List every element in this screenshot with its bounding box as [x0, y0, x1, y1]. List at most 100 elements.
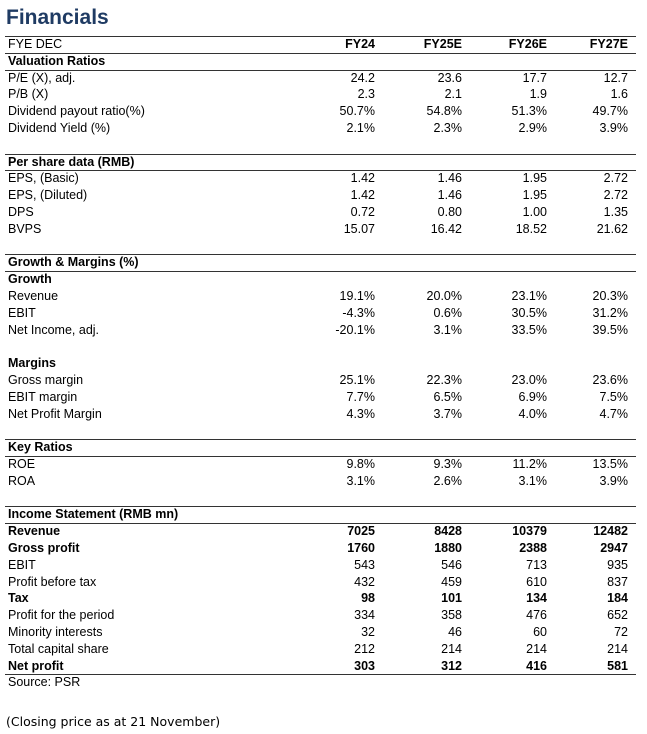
row-label: ROE: [8, 457, 36, 471]
row-label: EBIT: [8, 557, 36, 572]
cell-value: 2.3: [357, 87, 375, 102]
cell-value: 101: [441, 591, 462, 606]
cell-value: 25.1%: [339, 373, 375, 387]
cell-value: 1.6: [610, 87, 628, 102]
cell-value: 334: [354, 608, 375, 623]
cell-value: 39.5%: [592, 322, 628, 337]
header-label: FYE DEC: [8, 37, 63, 51]
row-label: Revenue: [8, 289, 59, 303]
row-label: Dividend payout ratio(%): [8, 104, 145, 119]
column-header: FY26E: [508, 37, 547, 51]
cell-value: 21.62: [596, 221, 628, 236]
cell-value: 7.5%: [599, 389, 629, 404]
row-label: BVPS: [8, 221, 42, 236]
cell-value: 1.00: [522, 205, 547, 219]
group-title: Growth: [8, 272, 52, 287]
cell-value: 20.0%: [426, 289, 462, 303]
row-label: Net Income, adj.: [8, 322, 100, 337]
row-label: Net Profit Margin: [8, 406, 102, 421]
cell-value: 546: [441, 557, 462, 572]
cell-value: 3.1%: [518, 473, 548, 488]
cell-value: 184: [607, 591, 628, 606]
cell-value: 15.07: [343, 221, 375, 236]
column-header: FY27E: [589, 37, 628, 51]
cell-value: 0.6%: [433, 305, 463, 320]
cell-value: 416: [526, 658, 547, 673]
cell-value: 72: [614, 625, 628, 639]
cell-value: 13.5%: [592, 457, 628, 471]
cell-value: 46: [448, 625, 462, 639]
cell-value: 652: [607, 608, 628, 623]
cell-value: 3.1%: [433, 322, 463, 337]
cell-value: 31.2%: [592, 305, 628, 320]
cell-value: 2.6%: [433, 473, 463, 488]
column-header: FY24: [345, 37, 375, 51]
cell-value: 303: [354, 658, 375, 673]
row-label: Profit before tax: [8, 574, 97, 589]
cell-value: 1760: [347, 541, 375, 555]
cell-value: 9.8%: [346, 457, 376, 471]
cell-value: 4.0%: [518, 406, 548, 421]
cell-value: 1880: [434, 541, 462, 555]
cell-value: 476: [526, 608, 547, 623]
row-label: EPS, (Diluted): [8, 188, 88, 203]
rule: [5, 36, 636, 37]
cell-value: 214: [441, 641, 462, 656]
cell-value: 1.95: [522, 171, 547, 186]
cell-value: 33.5%: [511, 322, 547, 337]
cell-value: 6.9%: [518, 389, 548, 404]
cell-value: 459: [441, 574, 462, 589]
row-label: Dividend Yield (%): [8, 121, 111, 135]
cell-value: 20.3%: [592, 289, 628, 303]
rule: [5, 456, 636, 457]
group-title: Margins: [8, 356, 56, 371]
cell-value: 9.3%: [433, 457, 463, 471]
cell-value: 4.3%: [346, 406, 376, 421]
row-label: P/E (X), adj.: [8, 70, 76, 85]
row-label: Minority interests: [8, 625, 103, 639]
cell-value: 10379: [512, 524, 547, 539]
section-title: Income Statement (RMB mn): [8, 507, 179, 522]
cell-value: 32: [361, 625, 375, 639]
cell-value: 2947: [600, 541, 628, 555]
cell-value: 358: [441, 608, 462, 623]
cell-value: 23.0%: [511, 373, 547, 387]
cell-value: 2.3%: [433, 121, 463, 135]
cell-value: 1.46: [437, 188, 462, 203]
cell-value: 19.1%: [339, 289, 375, 303]
cell-value: 432: [354, 574, 375, 589]
row-label: DPS: [8, 205, 34, 219]
cell-value: 2.9%: [518, 121, 548, 135]
rule: [5, 674, 636, 676]
cell-value: 6.5%: [433, 389, 463, 404]
cell-value: 49.7%: [592, 104, 628, 119]
cell-value: 134: [526, 591, 547, 606]
cell-value: 22.3%: [426, 373, 462, 387]
closing-price-note: (Closing price as at 21 November): [6, 714, 221, 729]
cell-value: 214: [526, 641, 547, 656]
row-label: EPS, (Basic): [8, 171, 79, 186]
cell-value: 3.1%: [346, 473, 376, 488]
rule: [5, 254, 636, 256]
row-label: Gross margin: [8, 373, 84, 387]
cell-value: 1.42: [350, 171, 375, 186]
row-label: P/B (X): [8, 87, 49, 102]
cell-value: 18.52: [515, 221, 547, 236]
cell-value: 2.1: [444, 87, 462, 102]
cell-value: 0.72: [350, 205, 375, 219]
cell-value: 23.1%: [511, 289, 547, 303]
cell-value: 54.8%: [426, 104, 462, 119]
cell-value: 935: [607, 557, 628, 572]
cell-value: 98: [361, 591, 375, 606]
row-label: ROA: [8, 473, 36, 488]
cell-value: 1.35: [603, 205, 628, 219]
rule: [5, 153, 636, 155]
cell-value: 837: [607, 574, 628, 589]
cell-value: 610: [526, 574, 547, 589]
cell-value: 713: [526, 557, 547, 572]
cell-value: 2.1%: [346, 121, 376, 135]
cell-value: 50.7%: [339, 104, 375, 119]
cell-value: 312: [441, 658, 462, 673]
cell-value: 7025: [347, 524, 375, 539]
